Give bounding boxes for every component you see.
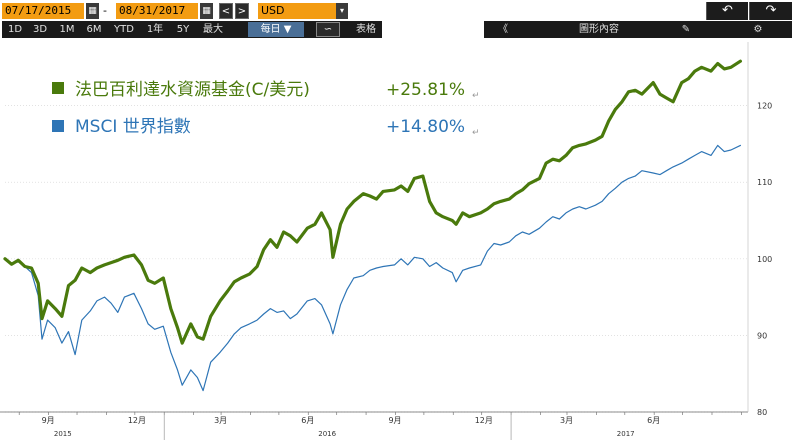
fund-series-line bbox=[3, 59, 743, 345]
start-calendar-icon[interactable]: ▦ bbox=[86, 3, 99, 19]
period-bar: 1D 3D 1M 6M YTD 1年 5Y 最大 每日 ▼ ∽ 表格 bbox=[2, 21, 382, 38]
index-series-line bbox=[4, 144, 742, 392]
x-tick-label-4: 9月 bbox=[388, 416, 401, 425]
index-legend-label: MSCI 世界指數 bbox=[75, 117, 191, 137]
undo-icon[interactable]: ↶ bbox=[706, 2, 748, 20]
legend: 法巴百利達水資源基金(C/美元) +25.81% ↵ MSCI 世界指數 +14… bbox=[52, 80, 480, 138]
y-tick-label-0: 80 bbox=[757, 408, 767, 417]
fund-legend-mark: ↵ bbox=[472, 91, 480, 101]
redo-icon[interactable]: ↷ bbox=[749, 2, 792, 20]
next-period-button[interactable]: > bbox=[235, 3, 249, 19]
x-tick-label-5: 12月 bbox=[475, 416, 493, 425]
period-5y[interactable]: 5Y bbox=[176, 24, 190, 35]
y-tick-label-1: 90 bbox=[757, 331, 767, 340]
y-tick-label-2: 100 bbox=[757, 255, 772, 264]
fund-legend-value: +25.81% bbox=[386, 80, 465, 100]
date-toolbar: 07/17/2015 ▦ - 08/31/2017 ▦ < > USD ▾ ↶ … bbox=[0, 0, 794, 20]
period-3d[interactable]: 3D bbox=[32, 24, 48, 35]
period-1y[interactable]: 1年 bbox=[146, 24, 164, 35]
fund-legend-swatch bbox=[52, 82, 64, 94]
period-toolbar: 1D 3D 1M 6M YTD 1年 5Y 最大 每日 ▼ ∽ 表格 《 圖形內… bbox=[0, 21, 794, 39]
collapse-icon[interactable]: 《 bbox=[498, 24, 508, 35]
chart-series bbox=[3, 59, 743, 392]
y-tick-label-4: 120 bbox=[757, 102, 772, 111]
start-date-field[interactable]: 07/17/2015 bbox=[2, 3, 84, 19]
period-6m[interactable]: 6M bbox=[86, 24, 102, 35]
year-label-2: 2017 bbox=[617, 430, 635, 438]
chart-options-bar: 《 圖形內容 ✎ ⚙ bbox=[484, 21, 792, 38]
settings-icon[interactable]: ⚙ bbox=[753, 24, 763, 35]
frequency-select[interactable]: 每日 ▼ bbox=[248, 22, 304, 37]
performance-chart: 80 90 100 110 120 9月 12月 3月 6月 9月 12月 3月 6月 2015 2016 2… bbox=[0, 42, 772, 440]
index-legend-swatch bbox=[52, 120, 64, 132]
line-chart-icon[interactable]: ∽ bbox=[316, 22, 340, 37]
chart-axes: 80 90 100 110 120 9月 12月 3月 6月 9月 12月 3月 6月 2015 2016 2… bbox=[0, 42, 772, 440]
chart-grid bbox=[5, 105, 748, 413]
year-label-1: 2016 bbox=[318, 430, 336, 438]
index-legend-value: +14.80% bbox=[386, 117, 465, 137]
x-tick-label-2: 3月 bbox=[214, 416, 227, 425]
edit-icon[interactable]: ✎ bbox=[681, 24, 691, 35]
y-tick-label-3: 110 bbox=[757, 178, 772, 187]
period-1m[interactable]: 1M bbox=[59, 24, 75, 35]
currency-select[interactable]: USD bbox=[258, 3, 336, 19]
index-legend-mark: ↵ bbox=[472, 128, 480, 138]
date-separator: - bbox=[103, 4, 107, 17]
x-tick-label-6: 3月 bbox=[560, 416, 573, 425]
end-calendar-icon[interactable]: ▦ bbox=[200, 3, 213, 19]
x-tick-label-1: 12月 bbox=[128, 416, 146, 425]
period-1d[interactable]: 1D bbox=[7, 24, 23, 35]
period-ytd[interactable]: YTD bbox=[114, 24, 134, 35]
x-tick-label-0: 9月 bbox=[42, 416, 55, 425]
fund-legend-label: 法巴百利達水資源基金(C/美元) bbox=[75, 80, 310, 100]
x-tick-label-7: 6月 bbox=[647, 416, 660, 425]
x-tick-label-3: 6月 bbox=[301, 416, 314, 425]
year-label-0: 2015 bbox=[54, 430, 72, 438]
end-date-field[interactable]: 08/31/2017 bbox=[116, 3, 198, 19]
chart-content-button[interactable]: 圖形內容 bbox=[579, 24, 619, 35]
prev-period-button[interactable]: < bbox=[219, 3, 233, 19]
chevron-down-icon[interactable]: ▾ bbox=[336, 3, 348, 19]
table-button[interactable]: 表格 bbox=[356, 24, 376, 35]
period-max[interactable]: 最大 bbox=[203, 24, 223, 35]
